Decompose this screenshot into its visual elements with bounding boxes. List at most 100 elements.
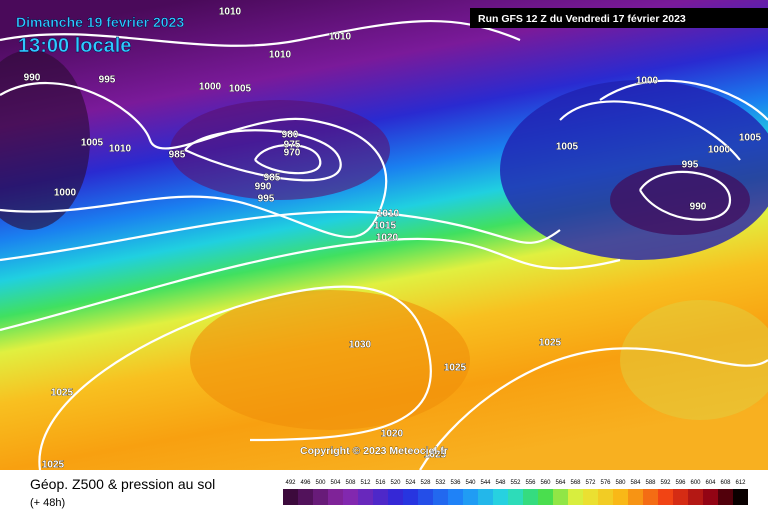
- scale-swatch: [568, 489, 583, 505]
- scale-label: 512: [360, 480, 371, 486]
- isobar-label: 995: [682, 160, 699, 171]
- scale-swatch: [583, 489, 598, 505]
- isobar-label: 1010: [109, 144, 132, 155]
- date: Dimanche 19 fevrier 2023: [16, 14, 184, 30]
- isobar-label: 1025: [42, 460, 65, 471]
- scale-label: 500: [315, 480, 326, 486]
- isobar-label: 1005: [739, 133, 762, 144]
- scale-label: 576: [600, 480, 611, 486]
- run-info: Run GFS 12 Z du Vendredi 17 février 2023: [478, 13, 686, 25]
- scale-swatch: [613, 489, 628, 505]
- scale-label: 536: [450, 480, 461, 486]
- isobar-label: 1010: [219, 7, 242, 18]
- isobar-label: 1010: [269, 50, 292, 61]
- scale-swatch: [523, 489, 538, 505]
- footer-title: Géop. Z500 & pression au sol: [30, 476, 215, 492]
- isobar-label: 980: [282, 130, 299, 141]
- scale-label: 544: [480, 480, 491, 486]
- scale-label: 584: [630, 480, 641, 486]
- scale-label: 532: [435, 480, 446, 486]
- scale-swatch: [673, 489, 688, 505]
- scale-swatch: [403, 489, 418, 505]
- scale-label: 548: [495, 480, 506, 486]
- isobar-label: 990: [24, 73, 41, 84]
- scale-label: 492: [285, 480, 296, 486]
- copyright: Copyright © 2023 Meteociel.fr: [300, 445, 448, 457]
- low-atlantic: [170, 100, 390, 200]
- scale-label: 592: [660, 480, 671, 486]
- scale-swatch: [448, 489, 463, 505]
- footer-subtitle: (+ 48h): [30, 497, 65, 509]
- isobar-label: 985: [169, 150, 186, 161]
- scale-label: 556: [525, 480, 536, 486]
- isobar-label: 1025: [539, 338, 562, 349]
- scale-swatch: [598, 489, 613, 505]
- scale-swatch: [508, 489, 523, 505]
- scale-swatch: [688, 489, 703, 505]
- scale-label: 560: [540, 480, 551, 486]
- scale-swatch: [358, 489, 373, 505]
- scale-swatch: [718, 489, 733, 505]
- isobar-label: 1015: [374, 221, 397, 232]
- scale-label: 608: [720, 480, 731, 486]
- east-warm: [620, 300, 768, 420]
- isobar-label: 990: [255, 182, 272, 193]
- scale-label: 604: [705, 480, 716, 486]
- isobar-label: 995: [258, 194, 275, 205]
- scale-swatch: [658, 489, 673, 505]
- isobar-label: 1025: [424, 450, 447, 461]
- scale-label: 580: [615, 480, 626, 486]
- isobar-label: 1025: [444, 363, 467, 374]
- scale-label: 508: [345, 480, 356, 486]
- time: 13:00 locale: [18, 35, 131, 57]
- scale-swatch: [313, 489, 328, 505]
- isobar-label: 1000: [636, 76, 659, 87]
- scale-swatch: [733, 489, 748, 505]
- scale-label: 552: [510, 480, 521, 486]
- scale-label: 564: [555, 480, 566, 486]
- scale-swatch: [433, 489, 448, 505]
- scale-label: 504: [330, 480, 341, 486]
- scale-swatch: [643, 489, 658, 505]
- scale-swatch: [628, 489, 643, 505]
- isobar-label: 1000: [708, 145, 731, 156]
- scale-label: 520: [390, 480, 401, 486]
- isobar-label: 1000: [54, 188, 77, 199]
- ridge: [190, 290, 470, 430]
- scale-swatch: [493, 489, 508, 505]
- isobar-label: 985: [264, 173, 281, 184]
- scale-label: 612: [735, 480, 746, 486]
- scale-label: 600: [690, 480, 701, 486]
- scale-swatch: [328, 489, 343, 505]
- isobar-label: 1020: [376, 233, 399, 244]
- scale-swatch: [373, 489, 388, 505]
- scale-label: 572: [585, 480, 596, 486]
- isobar-label: 975: [284, 140, 301, 151]
- isobar-label: 1005: [229, 84, 252, 95]
- scale-label: 568: [570, 480, 581, 486]
- scale-label: 516: [375, 480, 386, 486]
- trough-east: [500, 80, 768, 260]
- isobar-label: 1005: [81, 138, 104, 149]
- isobar-label: 1025: [51, 388, 74, 399]
- scale-swatch: [388, 489, 403, 505]
- run-box: [470, 8, 768, 28]
- isobar-label: 1010: [329, 32, 352, 43]
- isobar-label: 1010: [377, 209, 400, 220]
- scale-swatch: [478, 489, 493, 505]
- isobar-label: 995: [99, 75, 116, 86]
- isobars: [0, 19, 768, 471]
- scale-swatch: [343, 489, 358, 505]
- scale-swatch: [538, 489, 553, 505]
- isobar-label: 1005: [556, 142, 579, 153]
- scale-swatch: [463, 489, 478, 505]
- isobar-label: 1030: [349, 340, 372, 351]
- isobar-label: 990: [690, 202, 707, 213]
- scale-swatch: [703, 489, 718, 505]
- scale-label: 588: [645, 480, 656, 486]
- scale-label: 496: [300, 480, 311, 486]
- scale-label: 528: [420, 480, 431, 486]
- scale-label: 540: [465, 480, 476, 486]
- isobar-label: 1000: [199, 82, 222, 93]
- scale-swatch: [298, 489, 313, 505]
